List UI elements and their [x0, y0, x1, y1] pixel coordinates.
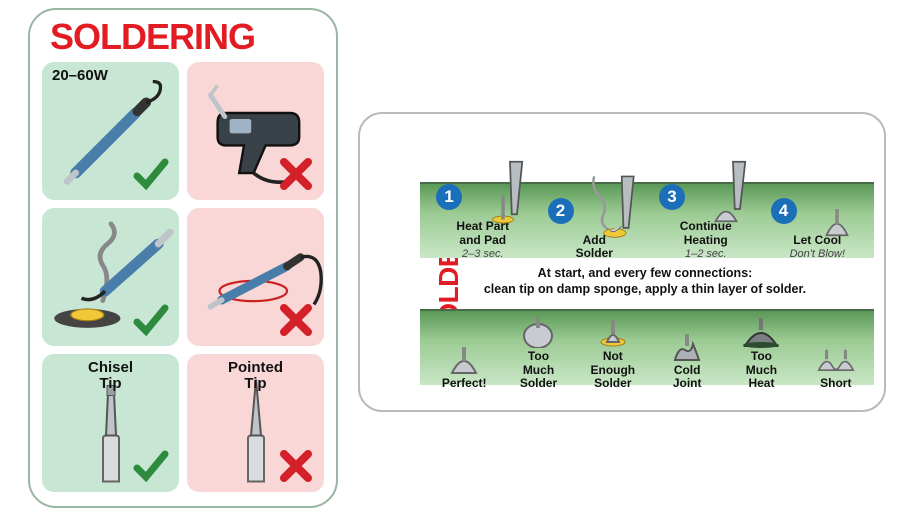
- cross-icon: [276, 446, 316, 486]
- result-short: Short: [802, 345, 870, 390]
- result-cold-label: Cold Joint: [673, 364, 702, 390]
- step-badge-4: 4: [771, 198, 797, 224]
- cell-solder-gun: [187, 62, 324, 200]
- left-card: SOLDERING 20–60W: [28, 8, 338, 508]
- step-badge-1: 1: [436, 184, 462, 210]
- wattage-label: 20–60W: [52, 68, 108, 84]
- result-too-much: Too Much Solder: [504, 318, 572, 390]
- cross-icon: [276, 300, 316, 340]
- joint-burnt-icon: [739, 318, 783, 348]
- cell-pointed-tip: Pointed Tip: [187, 354, 324, 492]
- result-not-enough-label: Not Enough Solder: [590, 350, 635, 390]
- cooling-joint-icon: [807, 174, 867, 244]
- result-too-heat-label: Too Much Heat: [746, 350, 777, 390]
- cell-chisel-tip: Chisel Tip: [42, 354, 179, 492]
- check-icon: [131, 446, 171, 486]
- step-3: 3 Continue Heating1–2 sec.: [653, 160, 759, 260]
- joint-ball-icon: [516, 318, 560, 348]
- joint-bridge-icon: [814, 345, 858, 375]
- result-too-much-label: Too Much Solder: [520, 350, 557, 390]
- step-1: 1 Heat Part and Pad2–3 sec.: [430, 160, 536, 260]
- result-not-enough: Not Enough Solder: [579, 318, 647, 390]
- pointed-label: Pointed Tip: [187, 360, 324, 392]
- cell-pencil-iron: 20–60W: [42, 62, 179, 200]
- cross-icon: [276, 154, 316, 194]
- iron-tip-icon: [696, 160, 756, 230]
- cell-iron-loose: [187, 208, 324, 346]
- chisel-label: Chisel Tip: [42, 360, 179, 392]
- steps-row: 1 Heat Part and Pad2–3 sec. 2 Add Solder: [430, 120, 870, 260]
- joint-cold-icon: [665, 332, 709, 362]
- result-short-label: Short: [820, 377, 851, 390]
- iron-tip-solder-icon: [584, 174, 644, 244]
- result-cold: Cold Joint: [653, 332, 721, 390]
- check-icon: [131, 300, 171, 340]
- result-perfect-label: Perfect!: [442, 377, 487, 390]
- result-too-heat: Too Much Heat: [727, 318, 795, 390]
- results-row: Perfect! Too Much Solder Not Enough Sold…: [430, 290, 870, 390]
- joint-perfect-icon: [442, 345, 486, 375]
- check-icon: [131, 154, 171, 194]
- right-card: SOLDERING 1 Heat Part and Pad2–3 sec. 2: [358, 112, 886, 412]
- step-2: 2 Add Solder: [542, 174, 648, 260]
- left-title: SOLDERING: [50, 16, 324, 58]
- step-4: 4 Let CoolDon't Blow!: [765, 174, 871, 260]
- dos-donts-grid: 20–60W: [42, 62, 324, 492]
- joint-ring-icon: [591, 318, 635, 348]
- result-perfect: Perfect!: [430, 345, 498, 390]
- step-badge-2: 2: [548, 198, 574, 224]
- cell-iron-stand: [42, 208, 179, 346]
- step-badge-3: 3: [659, 184, 685, 210]
- iron-tip-icon: [473, 160, 533, 230]
